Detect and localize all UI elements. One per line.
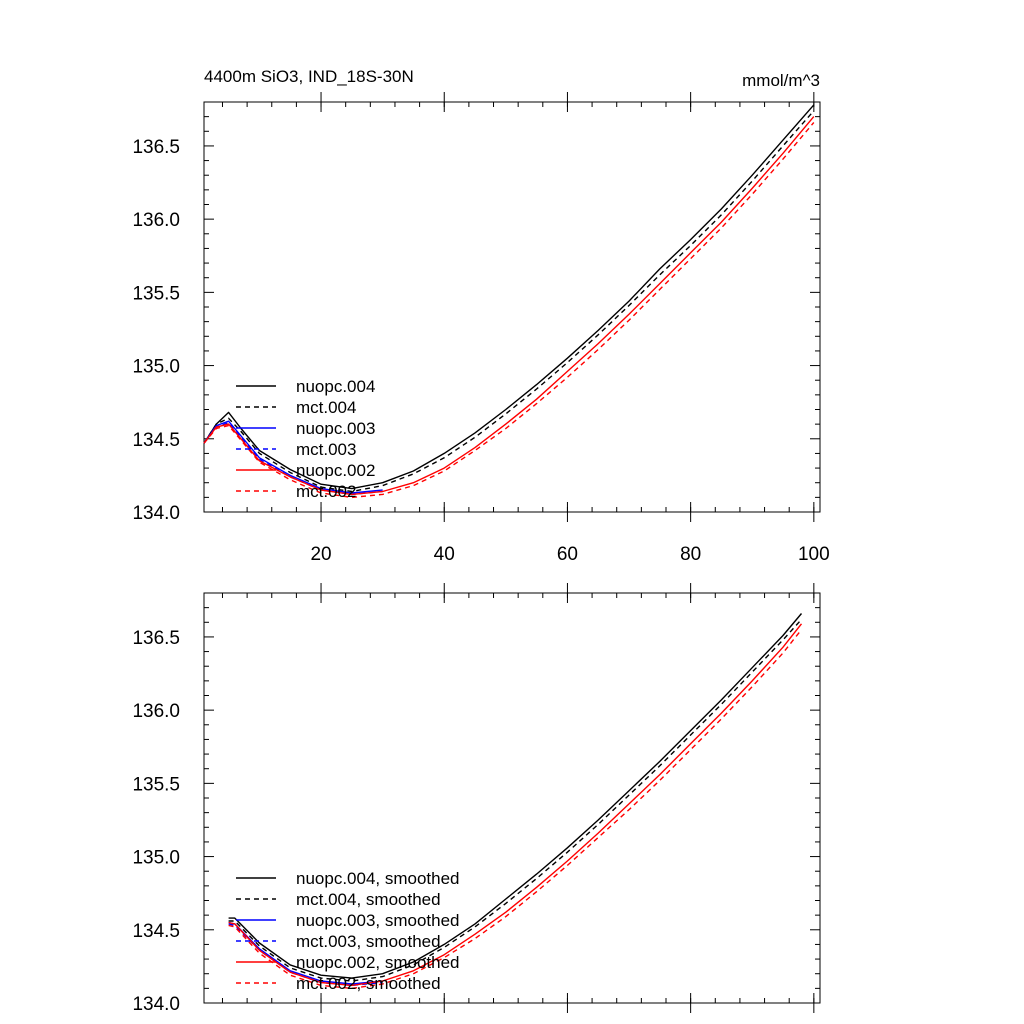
y-tick-label: 135.5 <box>132 774 180 795</box>
y-tick-label: 135.0 <box>132 848 180 869</box>
y-tick-label: 135.0 <box>132 357 180 378</box>
series-line <box>203 422 383 496</box>
series-line <box>228 618 803 982</box>
y-tick-label: 134.0 <box>132 503 180 524</box>
legend-label: nuopc.002 <box>296 461 375 480</box>
series-line <box>228 623 803 987</box>
series-line <box>203 420 383 494</box>
series-line <box>203 104 815 490</box>
chart-title: 4400m SiO3, IND_18S-30N <box>204 67 414 86</box>
legend-label: nuopc.004, smoothed <box>296 869 460 888</box>
legend-label: mct.004, smoothed <box>296 890 441 909</box>
legend: nuopc.004 mct.004 nuopc.003 mct.003 nuopc.00… <box>236 377 375 501</box>
y-tick-label: 135.5 <box>132 283 180 304</box>
y-tick-label: 136.0 <box>132 210 180 231</box>
series-lines <box>228 613 803 990</box>
y-tick-label: 134.0 <box>132 994 180 1015</box>
legend-label: nuopc.003 <box>296 419 375 438</box>
legend-label: mct.002, smoothed <box>296 974 441 993</box>
y-tick-label: 134.5 <box>132 430 180 451</box>
series-lines <box>203 104 815 499</box>
x-tick-label: 80 <box>680 544 701 565</box>
legend-label: mct.003, smoothed <box>296 932 441 951</box>
legend-label: nuopc.003, smoothed <box>296 911 460 930</box>
series-line <box>228 629 803 990</box>
legend-label: mct.004 <box>296 398 356 417</box>
y-tick-label: 136.5 <box>132 137 180 158</box>
y-tick-label: 134.5 <box>132 921 180 942</box>
series-line <box>228 613 803 979</box>
x-tick-label: 40 <box>434 544 455 565</box>
chart-units: mmol/m^3 <box>742 71 820 90</box>
x-tick-label: 20 <box>310 544 331 565</box>
series-line <box>203 110 815 493</box>
series-line <box>203 116 815 496</box>
y-tick-label: 136.0 <box>132 701 180 722</box>
x-tick-label: 60 <box>557 544 578 565</box>
legend-label: mct.003 <box>296 440 356 459</box>
y-tick-label: 136.5 <box>132 628 180 649</box>
legend-label: nuopc.004 <box>296 377 375 396</box>
legend: nuopc.004, smoothed mct.004, smoothed nuop… <box>236 869 460 993</box>
bottom-panel: 134.0 134.5 135.0 135.5 136.0 136.5 nuopc.004… <box>132 583 821 1015</box>
legend-label: mct.002 <box>296 482 356 501</box>
axis-ticks: 134.0 134.5 135.0 135.5 136.0 136.5 <box>132 583 820 1015</box>
top-panel: 4400m SiO3, IND_18S-30N mmol/m^3 20 40 60 8… <box>132 67 829 565</box>
x-tick-label: 100 <box>798 544 830 565</box>
axis-ticks: 20 40 60 80 100 134.0 134.5 135.0 135.5 136.0 136.… <box>132 92 830 565</box>
legend-label: nuopc.002, smoothed <box>296 953 460 972</box>
